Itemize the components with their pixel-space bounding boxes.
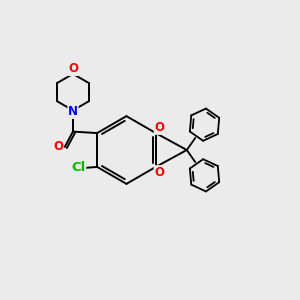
Text: O: O [154, 166, 164, 179]
Text: N: N [68, 105, 78, 119]
Text: O: O [53, 140, 63, 153]
Text: O: O [154, 121, 164, 134]
Text: Cl: Cl [71, 161, 86, 174]
Text: O: O [68, 62, 78, 75]
